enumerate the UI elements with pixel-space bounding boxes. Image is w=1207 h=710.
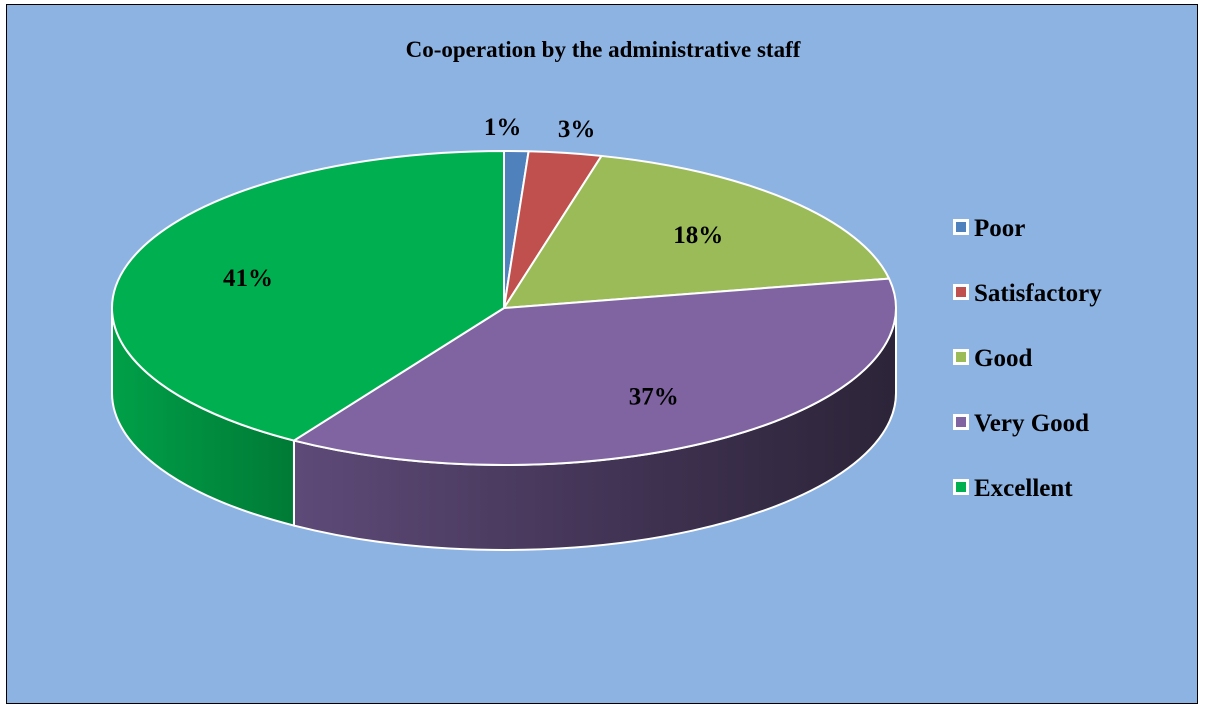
chart-title: Co-operation by the administrative staff <box>406 37 801 62</box>
legend: Poor Satisfactory Good Very Good Excellent <box>953 215 1102 502</box>
legend-swatch-very-good <box>956 417 966 427</box>
data-label-excellent: 41% <box>223 265 273 292</box>
data-label-good: 18% <box>673 222 723 249</box>
chart-area: Co-operation by the administrative staff… <box>6 4 1198 704</box>
slice-good <box>503 154 891 309</box>
slice-very-good <box>292 277 897 466</box>
legend-label-very-good: Very Good <box>974 410 1089 437</box>
data-label-satisfactory: 3% <box>558 116 596 143</box>
data-labels: 1% 3% 18% 37% 41% <box>223 114 723 410</box>
legend-swatch-good <box>956 352 966 362</box>
legend-label-excellent: Excellent <box>974 475 1073 502</box>
pie-chart: Co-operation by the administrative staff… <box>111 37 1102 551</box>
data-label-poor: 1% <box>484 114 522 141</box>
legend-label-good: Good <box>974 345 1032 372</box>
legend-label-poor: Poor <box>974 215 1025 242</box>
legend-label-satisfactory: Satisfactory <box>974 280 1102 307</box>
pie-slices <box>111 150 897 466</box>
legend-swatch-excellent <box>956 482 966 492</box>
legend-swatch-poor <box>956 222 966 232</box>
slice-excellent <box>111 150 505 442</box>
data-label-very-good: 37% <box>629 383 679 410</box>
legend-swatch-satisfactory <box>956 287 966 297</box>
